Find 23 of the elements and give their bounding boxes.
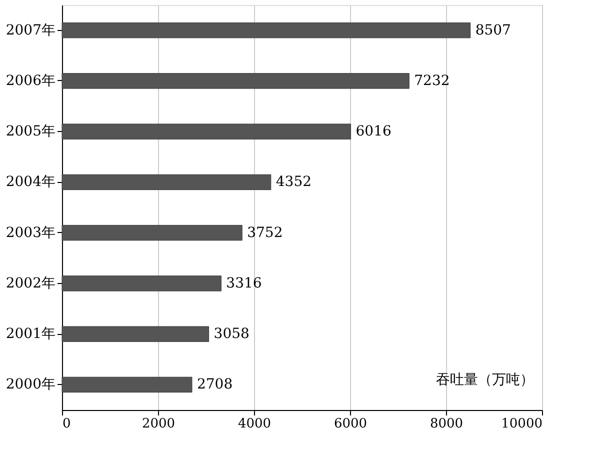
annotation: 吞吐量（万吨） [436, 372, 534, 388]
x-tick-label: 2000 [142, 416, 176, 432]
data-label: 3058 [214, 326, 250, 342]
data-label: 3316 [226, 275, 262, 292]
data-label: 8507 [475, 22, 511, 38]
y-tick-label: 2002年 [6, 275, 56, 292]
x-tick-label: 8000 [430, 416, 464, 432]
y-tick-label: 2000年 [6, 376, 56, 393]
x-tick-label: 0 [62, 416, 71, 432]
data-label: 3752 [247, 224, 283, 241]
y-tick-label: 2007年 [6, 22, 56, 38]
y-tick-label: 2003年 [6, 224, 56, 241]
data-label: 6016 [356, 124, 392, 140]
x-tick-label: 4000 [238, 416, 272, 432]
data-label: 4352 [276, 174, 312, 190]
data-label: 7232 [414, 72, 450, 89]
data-label: 2708 [196, 376, 233, 393]
x-tick-label: 6000 [334, 416, 368, 432]
x-tick-label: 10000 [501, 416, 542, 432]
y-tick-label: 2001年 [6, 326, 56, 342]
y-tick-label: 2004年 [6, 174, 56, 190]
y-tick-label: 2005年 [6, 124, 56, 140]
y-tick-label: 2006年 [6, 72, 56, 89]
